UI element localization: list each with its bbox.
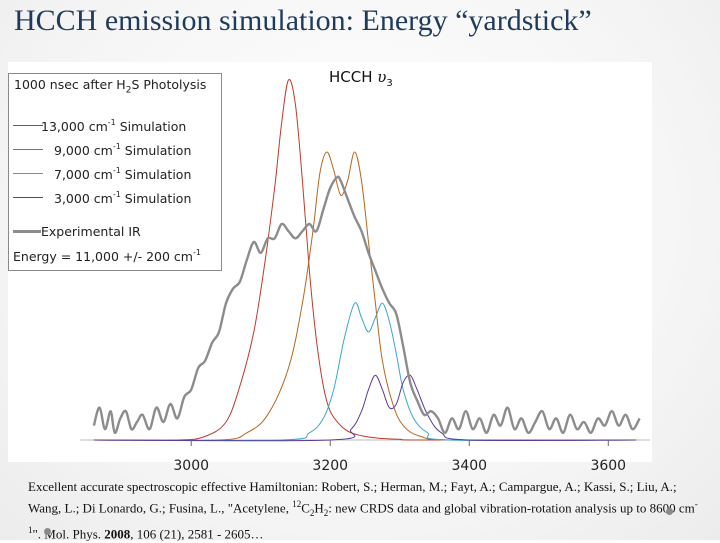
- citation-part4: , 106 (21), 2581 - 2605…: [130, 526, 264, 542]
- legend-label-7000: 7,000 cm-1 Simulation: [54, 166, 191, 182]
- x-tick-label: 3000: [173, 458, 210, 474]
- band-molecule: HCCH: [329, 68, 373, 86]
- legend-text: Experimental IR: [41, 224, 141, 239]
- band-label: HCCH υ3: [329, 68, 393, 89]
- citation: Excellent accurate spectroscopic effecti…: [28, 478, 708, 543]
- x-tick-label: 3600: [590, 458, 627, 474]
- legend-result: Energy = 11,000 +/- 200 cm-1: [13, 248, 201, 264]
- x-tick-label: 3400: [451, 458, 488, 474]
- chart-legend: 1000 nsec after H2S Photolysis 13,000 cm…: [8, 73, 222, 271]
- legend-energy: 7,000 cm: [54, 167, 113, 182]
- x-tick-label: 3200: [312, 458, 349, 474]
- legend-swatch-9000: [13, 149, 43, 150]
- legend-swatch-7000: [13, 173, 43, 174]
- legend-heading-sub: 2: [125, 85, 132, 96]
- legend-sup: -1: [112, 190, 121, 199]
- legend-energy: 9,000 cm: [54, 143, 113, 158]
- citation-unit-sup: -1: [28, 498, 698, 535]
- legend-sup: -1: [107, 118, 116, 127]
- citation-part1: Excellent accurate spectroscopic effecti…: [28, 479, 677, 515]
- citation-part2: : new CRDS data and global vibration-rot…: [328, 499, 695, 515]
- legend-heading: 1000 nsec after H2S Photolysis: [14, 77, 206, 96]
- citation-year: 2008: [104, 526, 131, 542]
- legend-label-3000: 3,000 cm-1 Simulation: [54, 190, 191, 206]
- legend-text: Simulation: [119, 119, 187, 134]
- legend-label-13000: 13,000 cm-1 Simulation: [41, 118, 186, 134]
- legend-heading-text: 1000 nsec after H: [14, 77, 126, 92]
- legend-result-sup: -1: [192, 248, 201, 257]
- citation-c-sub: 2: [309, 507, 315, 518]
- tick-group: [190, 440, 609, 446]
- legend-energy: 3,000 cm: [54, 191, 113, 206]
- citation-h: H: [314, 499, 324, 515]
- series-group: [92, 79, 641, 442]
- citation-h-sub: 2: [323, 507, 329, 518]
- citation-part3: ". Mol. Phys.: [32, 526, 105, 542]
- legend-heading-rest: S Photolysis: [131, 77, 207, 92]
- legend-text: Simulation: [124, 191, 192, 206]
- slide-title: HCCH emission simulation: Energy “yardst…: [14, 4, 592, 37]
- legend-text: Simulation: [124, 143, 192, 158]
- slide-bullet-dot-left: [44, 528, 51, 535]
- legend-swatch-experimental: [13, 230, 41, 233]
- band-mode-symbol: υ: [377, 68, 387, 86]
- legend-energy: 13,000 cm: [41, 119, 108, 134]
- legend-result-text: Energy = 11,000 +/- 200 cm: [13, 249, 193, 264]
- legend-text: Simulation: [124, 167, 192, 182]
- series-line-4: [92, 175, 641, 435]
- slide-bullet-dot-right: [666, 508, 673, 515]
- citation-c: C: [301, 499, 310, 515]
- series-line-3: [93, 374, 637, 442]
- series-line-2: [93, 302, 637, 442]
- legend-swatch-13000: [13, 125, 43, 126]
- band-mode-index: 3: [386, 78, 393, 89]
- citation-isotope: 12: [292, 498, 302, 509]
- legend-label-9000: 9,000 cm-1 Simulation: [54, 142, 191, 158]
- legend-label-experimental: Experimental IR: [41, 224, 141, 239]
- series-line-0: [93, 79, 637, 441]
- legend-sup: -1: [112, 142, 121, 151]
- legend-sup: -1: [112, 166, 121, 175]
- legend-swatch-3000: [13, 197, 43, 198]
